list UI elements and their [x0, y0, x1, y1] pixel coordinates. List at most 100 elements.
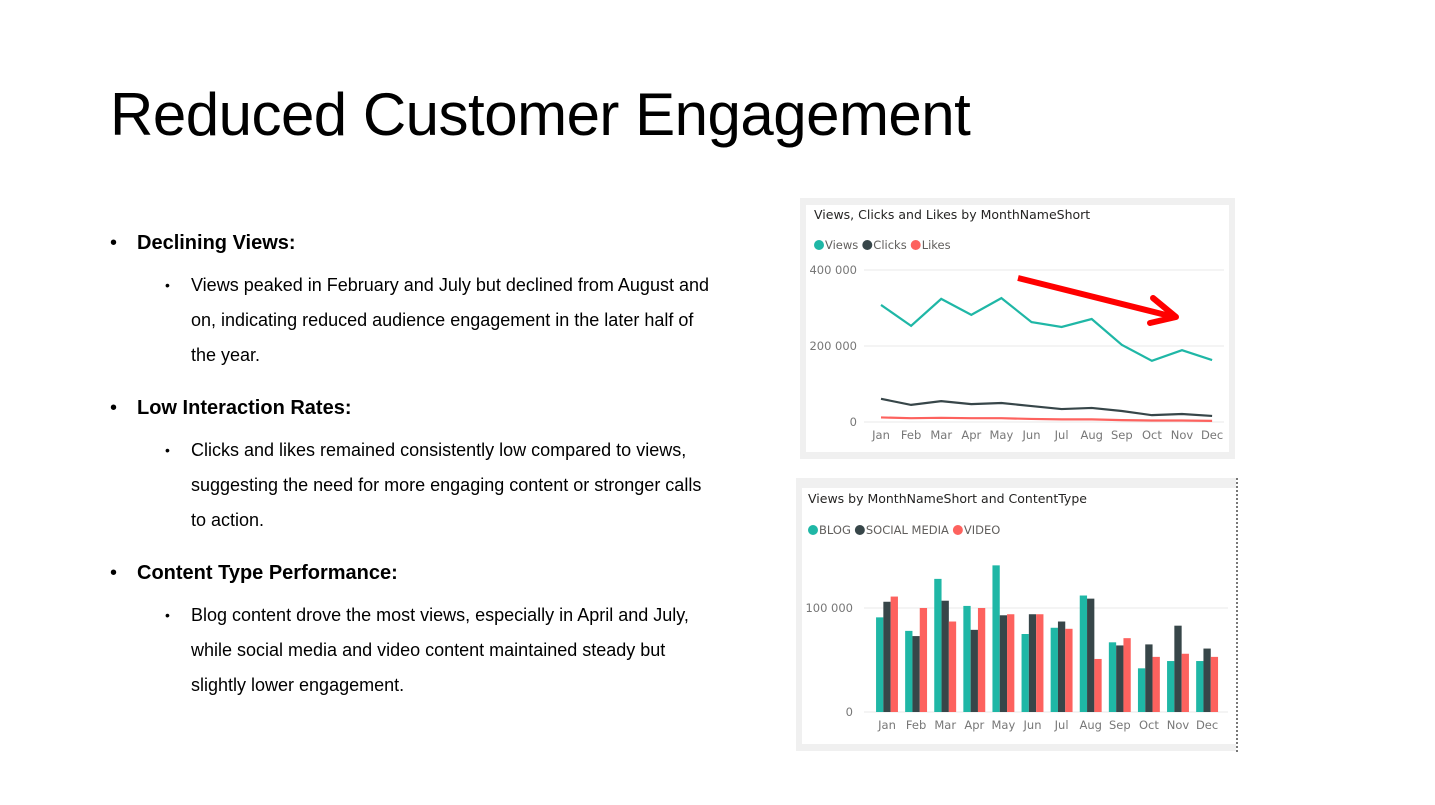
legend-marker: [808, 525, 818, 535]
legend-label: Clicks: [873, 238, 906, 252]
chart-background: [806, 205, 1229, 452]
bar-social-media: [941, 600, 949, 712]
bullet-heading-text: Declining Views:: [137, 232, 296, 254]
bullet-icon: •: [110, 562, 118, 584]
bullet-icon: •: [165, 607, 170, 623]
x-tick-label: Mar: [934, 718, 956, 732]
bar-social-media: [1174, 625, 1182, 712]
line-chart-panel: Views, Clicks and Likes by MonthNameShor…: [800, 198, 1235, 459]
series-line-views: [880, 296, 1213, 363]
trend-arrow-head-icon: [1147, 295, 1179, 326]
bar-blog: [963, 605, 971, 712]
bar-social-media: [1203, 648, 1211, 712]
bar-chart-panel: Views by MonthNameShort and ContentType B…: [796, 478, 1236, 751]
y-tick-label: 0: [846, 705, 853, 719]
slide-title: Reduced Customer Engagement: [110, 81, 971, 148]
bullet-heading-text: Content Type Performance:: [137, 562, 398, 584]
x-tick-label: Aug: [1079, 718, 1101, 732]
chart-title: Views by MonthNameShort and ContentType: [808, 491, 1087, 506]
bullet-list: • Declining Views: • Views peaked in Febru…: [110, 226, 730, 721]
legend-marker: [814, 240, 824, 250]
bar-blog: [1167, 661, 1175, 712]
x-tick-label: Dec: [1196, 718, 1218, 732]
y-tick-label: 100 000: [805, 601, 853, 615]
x-tick-label: Feb: [906, 718, 926, 732]
x-tick-label: Jan: [877, 718, 896, 732]
bar-video: [1210, 656, 1219, 712]
bar-social-media: [1145, 644, 1153, 712]
bar-video: [1123, 638, 1131, 712]
bullet-heading: • Low Interaction Rates:: [110, 391, 730, 425]
bar-video: [1036, 614, 1044, 712]
bullet-icon: •: [110, 397, 118, 419]
legend-marker: [910, 240, 921, 250]
bar-blog: [934, 578, 942, 712]
y-tick-label: 0: [850, 415, 857, 429]
sub-bullet: • Clicks and likes remained consistently …: [165, 433, 711, 538]
trend-arrow-shaft: [1017, 275, 1171, 319]
sub-bullet-text: Views peaked in February and July but de…: [191, 275, 709, 365]
x-tick-label: Jan: [871, 428, 890, 442]
x-tick-label: May: [992, 718, 1016, 732]
x-tick-label: Jul: [1054, 428, 1069, 442]
x-tick-label: Jun: [1023, 718, 1042, 732]
x-tick-label: Sep: [1111, 428, 1133, 442]
x-tick-label: Jun: [1022, 428, 1041, 442]
bar-blog: [1108, 642, 1117, 712]
selection-border: [1236, 478, 1238, 752]
bar-social-media: [970, 629, 978, 712]
y-tick-label: 400 000: [809, 263, 857, 277]
sub-bullet: • Views peaked in February and July but d…: [165, 268, 711, 373]
legend-label: Views: [825, 238, 858, 252]
bullet-icon: •: [165, 442, 170, 458]
bar-video: [948, 621, 957, 712]
sub-bullet: • Blog content drove the most views, espe…: [165, 598, 711, 703]
bar-blog: [1079, 595, 1088, 712]
bar-blog: [1050, 627, 1058, 712]
bar-chart: Views by MonthNameShort and ContentType B…: [802, 488, 1236, 744]
x-tick-label: Nov: [1167, 718, 1190, 732]
bar-video: [1094, 658, 1102, 712]
chart-background: [802, 488, 1236, 744]
sub-bullet-text: Clicks and likes remained consistently l…: [191, 440, 702, 530]
legend-label: VIDEO: [964, 523, 1000, 537]
bullet-heading: • Content Type Performance:: [110, 556, 730, 590]
bar-video: [977, 608, 986, 712]
x-tick-label: May: [990, 428, 1014, 442]
x-tick-label: Nov: [1171, 428, 1194, 442]
x-tick-label: Dec: [1201, 428, 1223, 442]
bar-social-media: [1116, 645, 1124, 712]
bar-video: [1065, 628, 1073, 712]
x-tick-label: Feb: [901, 428, 921, 442]
bar-social-media: [1057, 621, 1066, 712]
bar-blog: [992, 565, 1000, 712]
bar-blog: [1137, 668, 1146, 712]
x-tick-label: Sep: [1109, 718, 1131, 732]
sub-bullet-text: Blog content drove the most views, espec…: [191, 605, 689, 695]
bullet-icon: •: [165, 277, 170, 293]
bar-social-media: [999, 615, 1008, 712]
series-line-likes: [880, 416, 1213, 422]
bar-video: [919, 608, 928, 712]
chart-title: Views, Clicks and Likes by MonthNameShor…: [814, 207, 1090, 222]
bar-blog: [876, 617, 884, 712]
bullet-heading-text: Low Interaction Rates:: [137, 397, 352, 419]
bullet-icon: •: [110, 232, 118, 254]
x-tick-label: Jul: [1054, 718, 1069, 732]
bar-video: [1181, 653, 1189, 712]
series-line-clicks: [880, 397, 1213, 418]
x-tick-label: Oct: [1142, 428, 1162, 442]
legend-label: BLOG: [819, 523, 851, 537]
bar-video: [1152, 656, 1160, 712]
legend-marker: [862, 240, 873, 250]
legend-label: Likes: [922, 238, 951, 252]
bar-social-media: [1028, 614, 1037, 712]
y-tick-label: 200 000: [809, 339, 857, 353]
legend-label: SOCIAL MEDIA: [866, 523, 949, 537]
bullet-heading: • Declining Views:: [110, 226, 730, 260]
legend-marker: [952, 525, 963, 535]
bar-social-media: [912, 636, 920, 712]
bar-blog: [1196, 661, 1204, 712]
legend-marker: [854, 525, 865, 535]
bar-social-media: [1087, 598, 1095, 712]
